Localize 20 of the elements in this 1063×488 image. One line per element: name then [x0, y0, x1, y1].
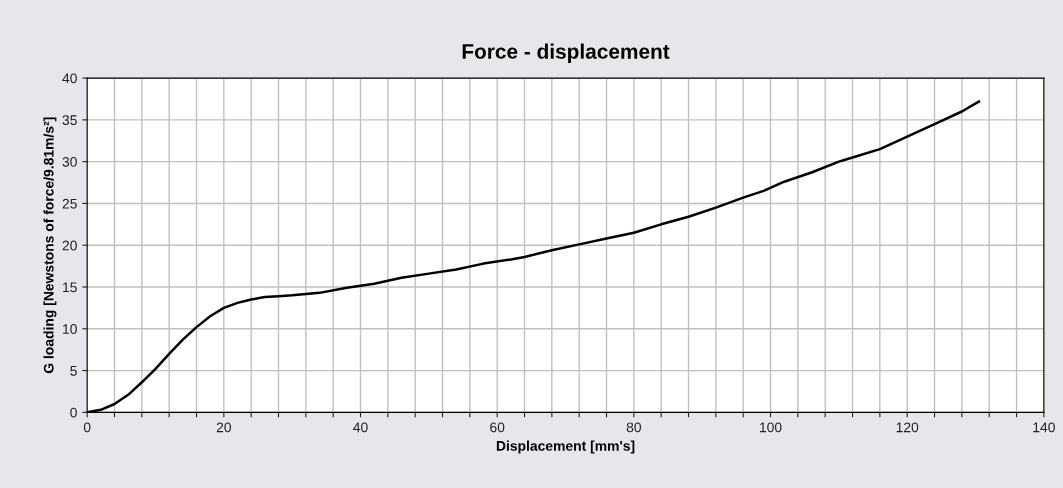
y-tick-label: 15	[63, 282, 77, 293]
x-tick-label: 0	[83, 422, 91, 433]
y-tick-label: 30	[62, 156, 77, 167]
y-tick-label: 40	[62, 73, 77, 84]
y-tick-label: 35	[62, 115, 77, 126]
y-tick-label: 0	[70, 407, 77, 418]
x-tick-label: 140	[1033, 422, 1055, 433]
y-tick-label: 20	[62, 240, 77, 251]
chart-title: Force - displacement	[462, 43, 670, 63]
x-tick-label: 80	[626, 422, 642, 433]
x-tick-label: 40	[353, 422, 368, 433]
x-tick-label: 120	[896, 422, 919, 433]
y-tick-label: 5	[70, 366, 77, 376]
y-tick-label: 10	[63, 324, 77, 334]
x-axis-title: Displacement [mm's]	[496, 440, 635, 454]
x-tick-label: 100	[760, 422, 782, 433]
y-axis-title: G loading [Newstons of force/9.81m/s²]	[43, 117, 57, 374]
x-tick-label: 60	[490, 422, 505, 433]
x-tick-label: 20	[216, 422, 232, 433]
y-tick-label: 25	[62, 198, 77, 209]
